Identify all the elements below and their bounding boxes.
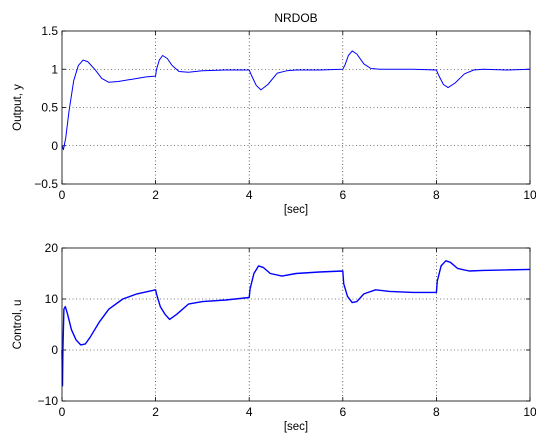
top-xtick-label-4: 8 xyxy=(433,188,440,202)
top-xtick-label-1: 2 xyxy=(152,188,159,202)
bottom-ytick-label-3: 20 xyxy=(45,241,59,255)
top-y-axis-label: Output, y xyxy=(12,84,24,131)
bottom-ytick-label-2: 10 xyxy=(45,292,59,306)
top-ytick-label-0: −0.5 xyxy=(34,177,58,191)
bottom-xtick-label-0: 0 xyxy=(59,405,66,419)
top-xtick-label-5: 10 xyxy=(523,188,536,202)
top-xtick-label-0: 0 xyxy=(59,188,66,202)
top-axes-frame xyxy=(61,30,531,185)
bottom-xtick-label-1: 2 xyxy=(152,405,159,419)
bottom-y-axis-label: Control, u xyxy=(12,300,24,350)
top-series-line-0 xyxy=(61,50,531,151)
top-ytick-label-3: 1 xyxy=(51,62,58,76)
bottom-axes-frame xyxy=(61,247,531,402)
bottom-xtick-label-3: 6 xyxy=(339,405,346,419)
top-ytick-label-2: 0.5 xyxy=(41,101,58,115)
top-ytick-label-1: 0 xyxy=(51,139,58,153)
bottom-series-line-0 xyxy=(61,260,531,387)
bottom-plot-area xyxy=(62,248,530,401)
bottom-xtick-label-5: 10 xyxy=(523,405,536,419)
bottom-xtick-label-2: 4 xyxy=(246,405,253,419)
top-chart-title: NRDOB xyxy=(274,11,317,25)
bottom-ytick-label-1: 0 xyxy=(51,343,58,357)
top-ytick-label-4: 1.5 xyxy=(41,24,58,38)
top-xtick-label-2: 4 xyxy=(246,188,253,202)
top-x-axis-label: [sec] xyxy=(284,204,308,216)
bottom-x-axis-label: [sec] xyxy=(284,421,308,433)
bottom-xtick-label-4: 8 xyxy=(433,405,440,419)
top-xtick-label-3: 6 xyxy=(339,188,346,202)
bottom-ytick-label-0: −10 xyxy=(38,394,59,408)
